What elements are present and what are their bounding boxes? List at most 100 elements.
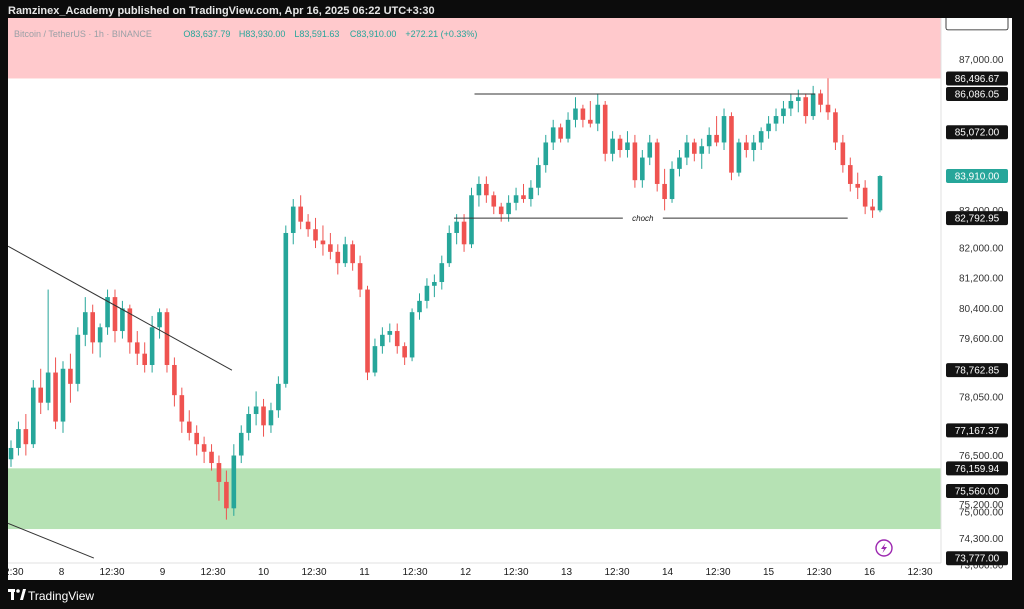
candle-body xyxy=(491,195,497,207)
chart-area[interactable]: choch Bitcoin / TetherUS · 1h · BINANCE O8… xyxy=(8,18,1012,580)
price-tag xyxy=(946,169,1008,184)
candle-body xyxy=(105,297,110,328)
time-tick-label: 12:30 xyxy=(705,567,730,578)
candle-body xyxy=(142,353,147,365)
candle-body xyxy=(825,104,831,113)
candle-body xyxy=(394,331,400,347)
price-tick-label: 75,000.00 xyxy=(959,508,1004,519)
candle-body xyxy=(134,342,140,354)
candle-body xyxy=(246,414,251,433)
price-tag xyxy=(946,551,1008,566)
candle-body xyxy=(224,481,229,509)
candle-body xyxy=(736,142,742,173)
candle-body xyxy=(290,206,296,233)
candle-body xyxy=(877,176,883,211)
price-tick-label: 87,000.00 xyxy=(959,55,1004,66)
price-tag-label: 85,072.00 xyxy=(955,128,1000,139)
candle-body xyxy=(855,183,861,188)
tradingview-brand: TradingView xyxy=(28,589,95,603)
candle-body xyxy=(231,455,237,509)
trendline-lower xyxy=(8,522,95,559)
candle-body xyxy=(654,142,660,184)
candle-body xyxy=(565,119,571,139)
candle-body xyxy=(38,387,44,403)
candle-body xyxy=(97,327,103,343)
price-tag xyxy=(945,18,1009,31)
candle-body xyxy=(172,364,177,396)
candle-body xyxy=(112,297,118,332)
candle-body xyxy=(342,244,348,264)
legend-close: C83,910.00 xyxy=(350,29,397,39)
choch-line-label: choch xyxy=(632,214,654,223)
time-tick-label: 12:30 xyxy=(402,567,427,578)
demand-zone xyxy=(8,468,941,530)
price-tag-label: 76,159.94 xyxy=(955,464,1000,475)
candle-body xyxy=(647,142,653,158)
candle-body xyxy=(617,138,623,151)
candle-body xyxy=(706,134,712,147)
candle-body xyxy=(795,97,801,101)
candle-body xyxy=(699,146,705,154)
candle-body xyxy=(513,195,519,203)
candle-body xyxy=(328,244,333,252)
candle-body xyxy=(446,232,452,264)
candle-body xyxy=(580,108,586,120)
trendline-upper xyxy=(8,245,233,371)
candle-body xyxy=(788,100,794,109)
price-tick-label: 74,300.00 xyxy=(959,534,1004,545)
time-tick-label: 12:30 xyxy=(301,567,326,578)
candle-body xyxy=(573,108,578,120)
legend-high: H83,930.00 xyxy=(239,29,286,39)
time-tick-label: 13 xyxy=(561,567,573,578)
candle-body xyxy=(521,195,526,200)
price-tag xyxy=(946,211,1008,226)
candle-body xyxy=(602,104,608,154)
candle-body xyxy=(439,263,445,283)
time-tick-label: 12:30 xyxy=(99,567,124,578)
candle-body xyxy=(23,429,29,445)
price-tag-label: 75,560.00 xyxy=(955,486,1000,497)
candle-body xyxy=(810,93,816,117)
time-tick-label: 11 xyxy=(359,567,370,578)
candle-body xyxy=(216,463,222,482)
candle-body xyxy=(201,444,207,452)
candle-body xyxy=(313,229,318,241)
candle-body xyxy=(758,131,764,143)
candle-body xyxy=(498,206,504,215)
price-tag-label: 87,970.98 xyxy=(955,18,1000,29)
price-tag xyxy=(946,86,1008,101)
price-tick-label: 73,600.00 xyxy=(959,560,1004,571)
candle-body xyxy=(68,368,73,384)
price-tag-label: 73,777.00 xyxy=(955,554,1000,565)
supply-zone xyxy=(8,18,941,79)
candle-body xyxy=(550,127,556,143)
time-tick-label: 12:30 xyxy=(503,567,528,578)
lightning-glyph xyxy=(881,543,887,553)
candle-body xyxy=(677,157,682,169)
candle-body xyxy=(82,312,88,335)
candle-body xyxy=(365,289,370,373)
candle-body xyxy=(372,346,378,373)
candle-body xyxy=(744,142,749,151)
price-tag-label: 86,086.05 xyxy=(955,89,1000,100)
legend-change: +272.21 (+0.33%) xyxy=(405,29,477,39)
price-chart[interactable]: choch Bitcoin / TetherUS · 1h · BINANCE O8… xyxy=(8,18,1012,580)
candle-body xyxy=(320,240,326,245)
candle-body xyxy=(476,183,482,196)
candle-body xyxy=(558,127,563,139)
candle-body xyxy=(276,383,281,411)
candle-body xyxy=(402,346,407,358)
time-tick-label: 12:30 xyxy=(604,567,629,578)
candle-body xyxy=(305,221,311,230)
price-tick-label: 76,500.00 xyxy=(959,451,1004,462)
candle-body xyxy=(454,221,459,233)
candle-body xyxy=(669,168,675,200)
price-tick-label: 75,200.00 xyxy=(959,500,1004,511)
candle-body xyxy=(194,432,199,445)
candle-body xyxy=(149,327,155,365)
candle-body xyxy=(536,165,541,188)
price-tag-label: 78,762.85 xyxy=(955,366,1000,377)
candle-body xyxy=(818,93,823,105)
candle-body xyxy=(781,108,786,117)
legend-low: L83,591.63 xyxy=(294,29,339,39)
